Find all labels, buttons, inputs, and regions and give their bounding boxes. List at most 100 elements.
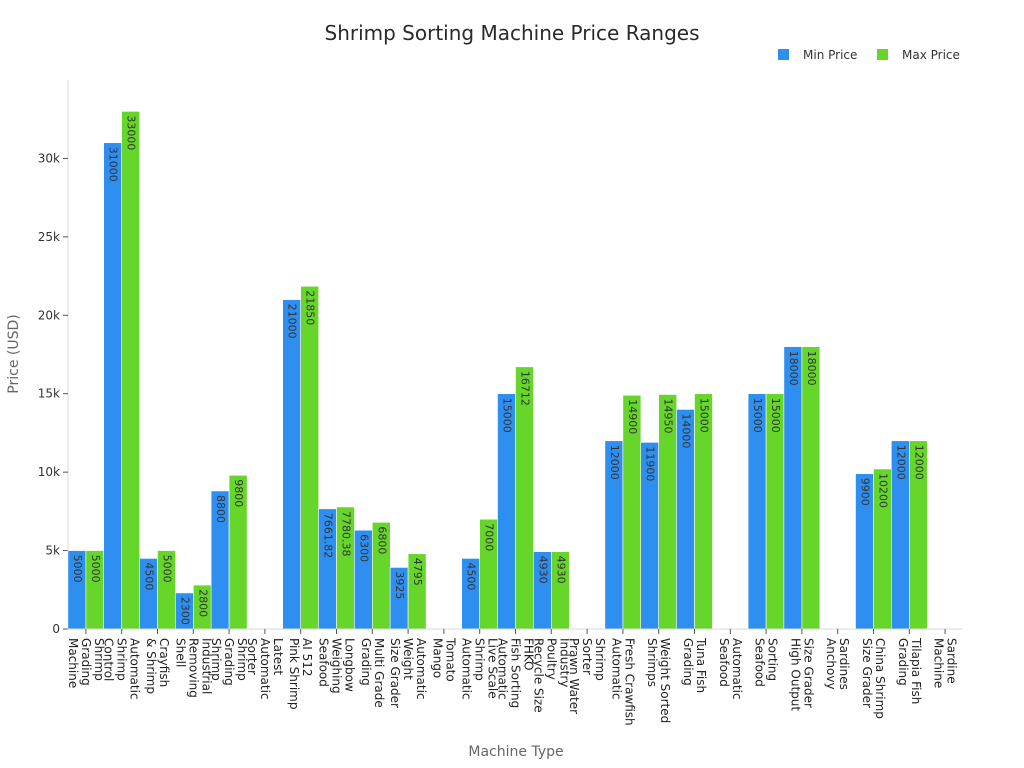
- max-price-label: 14900: [626, 399, 639, 434]
- y-tick-label: 30k: [38, 151, 60, 165]
- bar-group: 3925 4795: [389, 553, 427, 630]
- max-price-label: 4795: [411, 558, 424, 586]
- bar-group: 14000 15000: [676, 393, 713, 630]
- bar-group: 2300 2800: [175, 584, 212, 630]
- x-tick-label: Fresh CrawfishAutomatic: [609, 638, 636, 726]
- bar-group: 21000 21850: [282, 285, 320, 630]
- min-price-label: 21000: [286, 304, 299, 339]
- x-tick-label: Size GraderHigh Output: [788, 638, 815, 711]
- y-tick-label: 5k: [45, 544, 60, 558]
- legend-label: Max Price: [902, 48, 960, 62]
- min-price-bar: [103, 142, 122, 630]
- bar-group: 6300 6800: [353, 522, 391, 630]
- min-price-bar: [783, 346, 803, 630]
- legend-label: Min Price: [803, 48, 857, 62]
- legend-swatch-max: [877, 49, 888, 60]
- bar-group: 8800 9800: [210, 474, 248, 630]
- max-price-label: 12000: [912, 445, 925, 480]
- y-tick-label: 15k: [38, 387, 60, 401]
- x-tick-label: SardinesAnchovy: [824, 638, 851, 690]
- x-tick-label: FHKOFish SortingAutomatic: [496, 638, 536, 708]
- x-tick-label: Crayfish& Shrimp: [144, 638, 171, 694]
- x-tick-label: LatestAutomaticSorter: [245, 638, 285, 700]
- min-price-label: 4930: [536, 556, 549, 584]
- bar-group: 4930 4930: [532, 551, 570, 630]
- legend-item: Min Price: [778, 48, 857, 62]
- bar-group: 7661.82 7780.38: [318, 506, 355, 630]
- max-price-label: 7000: [483, 523, 496, 551]
- min-price-label: 15000: [501, 398, 514, 433]
- bar-group: 9900 10200: [855, 468, 892, 630]
- max-price-label: 6800: [375, 526, 388, 554]
- x-tick-label: ShrimpGradingShrimp: [209, 638, 249, 686]
- max-price-label: 33000: [125, 115, 138, 150]
- bar-group: 4500 7000: [461, 518, 499, 630]
- x-tick-label: AI 512Pink Shrimp: [287, 638, 314, 709]
- legend-item: Max Price: [877, 48, 960, 62]
- min-price-label: 14000: [680, 413, 693, 448]
- y-tick-label: 0: [52, 622, 60, 636]
- min-price-label: 5000: [71, 555, 84, 583]
- y-tick-label: 10k: [38, 465, 60, 479]
- min-price-label: 4500: [143, 562, 156, 590]
- max-price-label: 10200: [877, 473, 890, 508]
- x-tick-label: Multi GradeGrading: [359, 638, 386, 708]
- bars: 5000 5000 31000 33000 4500 5000 2300 2800 8800 98…: [67, 111, 928, 630]
- min-price-label: 3925: [393, 571, 406, 599]
- max-price-label: 14950: [662, 398, 675, 433]
- min-price-label: 15000: [751, 398, 764, 433]
- min-price-label: 31000: [107, 147, 120, 182]
- x-tick-label: SardineMachine: [932, 638, 959, 688]
- max-price-label: 5000: [161, 555, 174, 583]
- x-tick-label: AutomaticWeightSize Grader: [388, 638, 428, 708]
- max-price-label: 2800: [196, 589, 209, 617]
- min-price-label: 11900: [644, 446, 657, 481]
- x-tick-label: AutomaticShrimpControl: [102, 638, 142, 700]
- max-price-label: 15000: [698, 398, 711, 433]
- max-price-label: 4930: [554, 556, 567, 584]
- x-tick-label: China ShrimpSize Grader: [860, 638, 887, 719]
- bar-group: 18000 18000: [783, 346, 821, 630]
- min-price-label: 8800: [214, 495, 227, 523]
- bar-group: 31000 33000: [103, 111, 140, 630]
- min-price-label: 9900: [859, 478, 872, 506]
- bar-group: 11900 14950: [640, 394, 678, 630]
- x-axis: ShrimpGradingMachine AutomaticShrimpContr…: [66, 628, 963, 726]
- legend: Min Price Max Price: [778, 48, 960, 62]
- min-price-label: 6300: [357, 534, 370, 562]
- x-tick-label: SortingSeafood: [753, 638, 780, 687]
- y-axis: 0 5k 10k 15k 20k 25k 30k: [38, 80, 69, 636]
- bar-group: 12000 12000: [890, 440, 928, 630]
- x-tick-label: IndustrialRemovingShell: [173, 638, 213, 698]
- max-price-label: 18000: [805, 351, 818, 386]
- bar-group: 15000 16712: [497, 366, 534, 630]
- min-price-label: 12000: [894, 445, 907, 480]
- x-tick-label: LongbowWeighingSeafood: [317, 638, 357, 694]
- bar-group: 5000 5000: [67, 550, 105, 630]
- bar-group: 15000 15000: [747, 393, 785, 630]
- min-price-label: 7661.82: [322, 513, 335, 559]
- max-price-bar: [300, 285, 320, 630]
- y-tick-label: 25k: [38, 230, 60, 244]
- max-price-label: 9800: [232, 479, 245, 507]
- x-tick-label: Tilapia FishGrading: [896, 637, 923, 704]
- y-axis-title: Price (USD): [6, 314, 22, 393]
- max-price-bar: [515, 366, 534, 630]
- bar-group: 4500 5000: [139, 550, 176, 630]
- x-tick-label: AutomaticSeafood: [717, 638, 744, 700]
- x-tick-label: Tuna FishGrading: [681, 637, 708, 693]
- x-tick-label: IndustryPoultryRecycle Size: [531, 638, 571, 713]
- max-price-label: 15000: [769, 398, 782, 433]
- min-price-label: 2300: [178, 597, 191, 625]
- legend-swatch-min: [778, 49, 789, 60]
- min-price-label: 4500: [465, 562, 478, 590]
- x-tick-label: Weight SortedShrimps: [645, 638, 672, 723]
- max-price-label: 5000: [89, 555, 102, 583]
- max-price-bar: [801, 346, 821, 630]
- max-price-label: 16712: [519, 371, 532, 406]
- x-axis-title: Machine Type: [468, 744, 563, 760]
- min-price-label: 12000: [608, 445, 621, 480]
- max-price-bar: [121, 111, 140, 630]
- x-tick-label: ShrimpSorterPrawn Water: [567, 638, 607, 714]
